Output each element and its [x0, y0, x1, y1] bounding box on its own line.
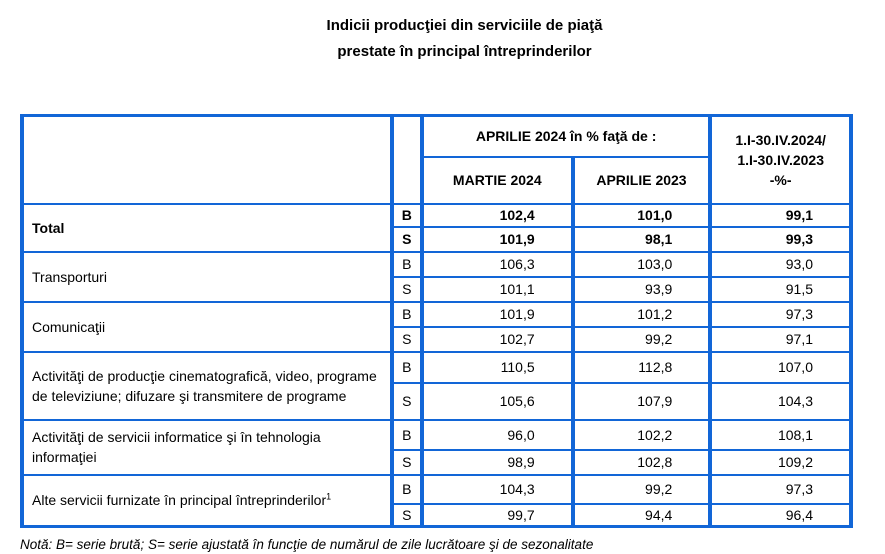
- series-label-b: B: [389, 250, 424, 278]
- table-row: S 105,6 107,9 104,3: [22, 381, 853, 421]
- value-cell: 104,3: [708, 381, 853, 421]
- value-cell: 103,0: [570, 250, 713, 278]
- value-cell: 101,0: [570, 202, 713, 228]
- header-row-2: MARTIE 2024 APRILIE 2023: [22, 155, 851, 205]
- table-row: S 102,7 99,2 97,1: [22, 325, 853, 353]
- series-label-s: S: [389, 225, 424, 253]
- table-row: S 101,1 93,9 91,5: [22, 275, 853, 303]
- header-aprilie-2024-vs: APRILIE 2024 în % faţă de :: [419, 114, 713, 158]
- series-label-s: S: [389, 325, 424, 353]
- table-row: S 101,9 98,1 99,3: [22, 225, 853, 253]
- series-label-s: S: [389, 275, 424, 303]
- value-cell: 99,3: [708, 225, 853, 253]
- value-cell: 101,1: [419, 275, 575, 303]
- row-label-comunicatii: Comunicaţii: [20, 300, 394, 353]
- series-label-b: B: [389, 418, 424, 451]
- row-label-cinematografie: Activităţi de producţie cinematografică,…: [20, 350, 394, 421]
- footnote-marker: 1: [326, 491, 332, 502]
- value-cell: 98,1: [570, 225, 713, 253]
- series-label-s: S: [389, 502, 424, 528]
- series-label-b: B: [389, 300, 424, 328]
- series-label-s: S: [389, 381, 424, 421]
- value-cell: 97,3: [708, 300, 853, 328]
- value-cell: 101,9: [419, 300, 575, 328]
- value-cell: 107,0: [708, 350, 853, 384]
- row-label-alte-servicii: Alte servicii furnizate în principal înt…: [20, 473, 394, 528]
- value-cell: 106,3: [419, 250, 575, 278]
- table-row: S 99,7 94,4 96,4: [22, 502, 853, 528]
- value-cell: 102,2: [570, 418, 713, 451]
- period-line-2: 1.I-30.IV.2023: [737, 151, 824, 168]
- value-cell: 99,7: [419, 502, 575, 528]
- value-cell: 99,2: [570, 473, 713, 505]
- series-label-b: B: [389, 473, 424, 505]
- period-line-3: -%-: [769, 171, 792, 188]
- table-row: Alte servicii furnizate în principal înt…: [20, 473, 853, 528]
- value-cell: 102,8: [570, 448, 713, 476]
- row-label-informatice: Activităţi de servicii informatice şi în…: [20, 418, 394, 476]
- table-row: Activităţi de producţie cinematografică,…: [20, 350, 853, 421]
- value-cell: 97,1: [708, 325, 853, 353]
- value-cell: 99,2: [570, 325, 713, 353]
- value-cell: 101,9: [419, 225, 575, 253]
- value-cell: 93,0: [708, 250, 853, 278]
- row-label-text: Alte servicii furnizate în principal înt…: [32, 492, 327, 509]
- row-label-transporturi: Transporturi: [20, 250, 394, 303]
- value-cell: 99,1: [708, 202, 853, 228]
- table-row: Activităţi de servicii informatice şi în…: [20, 418, 853, 476]
- empty-bs-header-cell: [389, 114, 424, 205]
- header-period-ratio: 1.I-30.IV.2024/ 1.I-30.IV.2023 -%-: [708, 114, 853, 205]
- table-row: Transporturi B 106,3 103,0 93,0: [20, 250, 853, 303]
- header-martie-2024: MARTIE 2024: [419, 155, 575, 205]
- table-row: Comunicaţii B 101,9 101,2 97,3: [20, 300, 853, 353]
- header-aprilie-2023: APRILIE 2023: [570, 155, 713, 205]
- table-row: S 98,9 102,8 109,2: [22, 448, 853, 476]
- title-line-2: prestate în principal întreprinderilor: [337, 43, 592, 60]
- value-cell: 91,5: [708, 275, 853, 303]
- empty-corner-cell: [20, 114, 394, 205]
- value-cell: 102,7: [419, 325, 575, 353]
- header-row-1: APRILIE 2024 în % faţă de : 1.I-30.IV.20…: [20, 114, 853, 205]
- value-cell: 101,2: [570, 300, 713, 328]
- value-cell: 102,4: [419, 202, 575, 228]
- indices-table: APRILIE 2024 în % faţă de : 1.I-30.IV.20…: [20, 114, 853, 528]
- value-cell: 112,8: [570, 350, 713, 384]
- series-label-s: S: [389, 448, 424, 476]
- value-cell: 96,4: [708, 502, 853, 528]
- value-cell: 105,6: [419, 381, 575, 421]
- value-cell: 110,5: [419, 350, 575, 384]
- series-label-b: B: [389, 350, 424, 384]
- period-line-1: 1.I-30.IV.2024/: [735, 131, 826, 148]
- table-note: Notă: B= serie brută; S= serie ajustată …: [20, 537, 594, 552]
- value-cell: 97,3: [708, 473, 853, 505]
- value-cell: 96,0: [419, 418, 575, 451]
- value-cell: 104,3: [419, 473, 575, 505]
- title-line-1: Indicii producţiei din serviciile de pia…: [326, 17, 603, 34]
- value-cell: 94,4: [570, 502, 713, 528]
- table-row: Total B 102,4 101,0 99,1: [20, 202, 853, 253]
- value-cell: 93,9: [570, 275, 713, 303]
- value-cell: 98,9: [419, 448, 575, 476]
- series-label-b: B: [389, 202, 424, 228]
- value-cell: 108,1: [708, 418, 853, 451]
- value-cell: 109,2: [708, 448, 853, 476]
- value-cell: 107,9: [570, 381, 713, 421]
- row-label-total: Total: [20, 202, 394, 253]
- page-title: Indicii producţiei din serviciile de pia…: [0, 13, 885, 65]
